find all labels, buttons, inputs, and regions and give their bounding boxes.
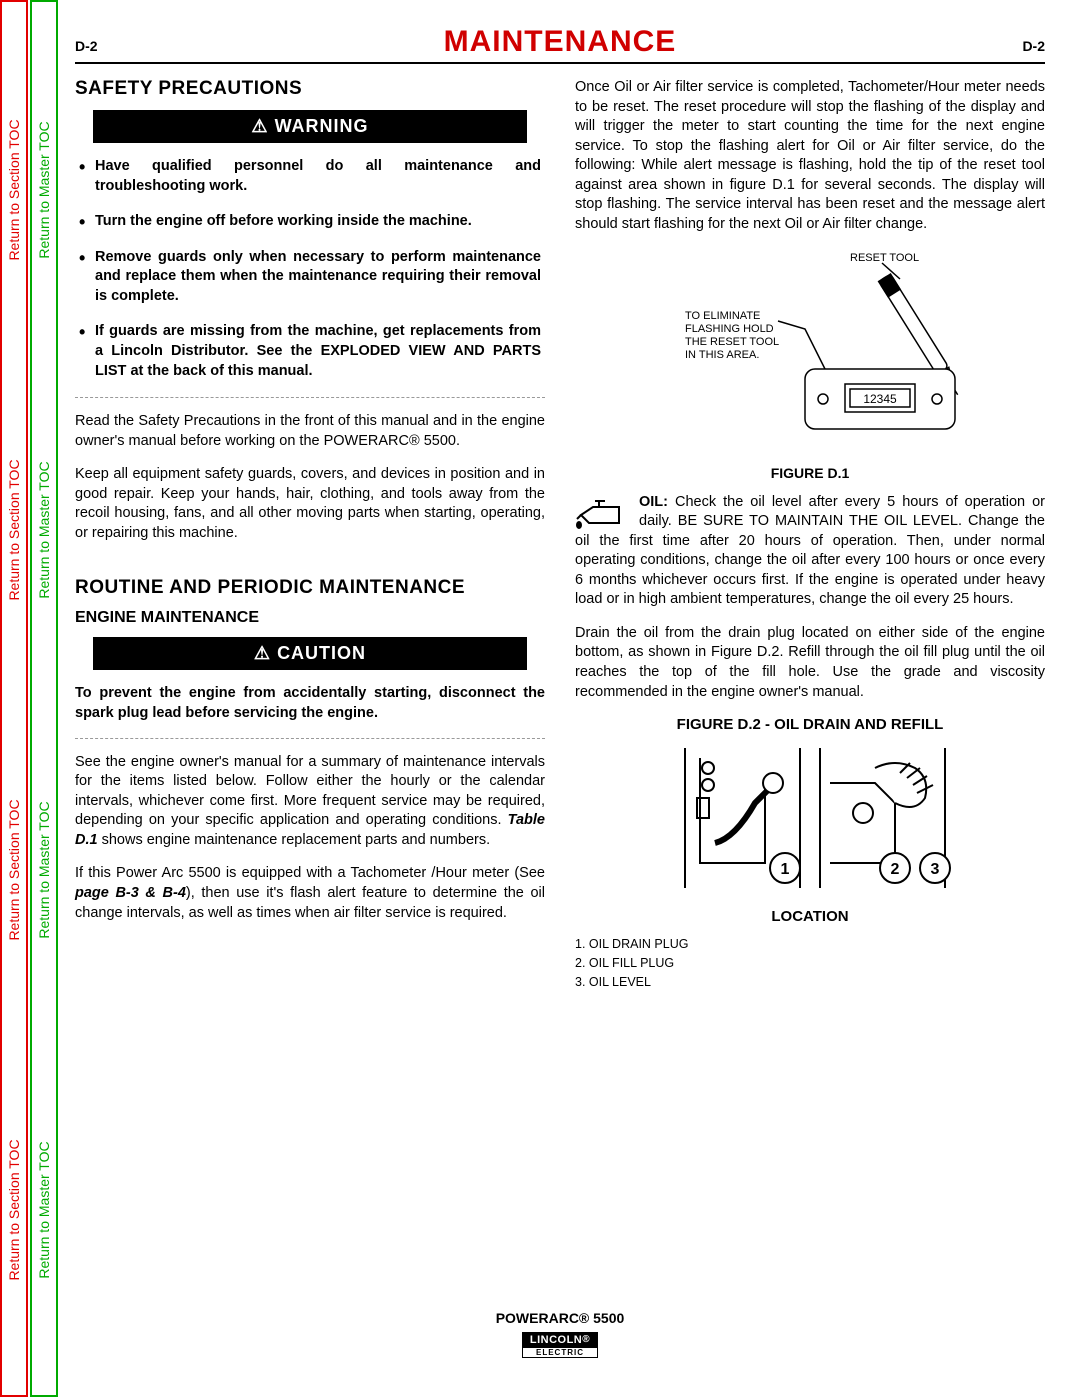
svg-text:3: 3 [931, 861, 940, 878]
list-item: If guards are missing from the machine, … [79, 322, 541, 381]
list-item: 2. OIL FILL PLUG [575, 954, 1045, 973]
oil-paragraph: OIL: Check the oil level after every 5 h… [575, 493, 1045, 610]
body-text: Keep all equipment safety guards, covers… [75, 465, 545, 543]
caution-banner: ⚠ CAUTION [93, 637, 527, 670]
body-text: Drain the oil from the drain plug locate… [575, 624, 1045, 702]
lincoln-logo: LINCOLN® ELECTRIC [522, 1330, 598, 1358]
routine-heading: ROUTINE AND PERIODIC MAINTENANCE [75, 577, 545, 599]
oil-label: OIL: [639, 494, 668, 510]
caution-label: CAUTION [277, 643, 366, 663]
section-toc-link[interactable]: Return to Section TOC [6, 799, 22, 940]
side-tabs: Return to Section TOC Return to Section … [0, 0, 58, 1397]
section-toc-tab-column: Return to Section TOC Return to Section … [0, 0, 28, 1397]
page-content: D-2 MAINTENANCE D-2 SAFETY PRECAUTIONS ⚠… [75, 25, 1045, 1372]
list-item: 3. OIL LEVEL [575, 973, 1045, 992]
body-text: If this Power Arc 5500 is equipped with … [75, 864, 545, 923]
caution-text: To prevent the engine from accidentally … [75, 684, 545, 723]
list-item: Remove guards only when necessary to per… [79, 248, 541, 307]
engine-heading: ENGINE MAINTENANCE [75, 609, 545, 627]
svg-text:1: 1 [781, 861, 790, 878]
left-column: SAFETY PRECAUTIONS ⚠ WARNING Have qualifi… [75, 78, 545, 991]
header-left: D-2 [75, 38, 98, 54]
product-name: POWERARC® 5500 [75, 1310, 1045, 1326]
figure-caption: FIGURE D.1 [575, 465, 1045, 481]
body-text: Once Oil or Air filter service is comple… [575, 78, 1045, 235]
master-toc-link[interactable]: Return to Master TOC [36, 461, 52, 598]
location-list: 1. OIL DRAIN PLUG 2. OIL FILL PLUG 3. OI… [575, 935, 1045, 991]
list-item: Have qualified personnel do all maintena… [79, 157, 541, 196]
header-right: D-2 [1022, 38, 1045, 54]
oil-can-icon [575, 495, 629, 529]
list-item: Turn the engine off before working insid… [79, 212, 541, 232]
page-header: D-2 MAINTENANCE D-2 [75, 25, 1045, 64]
master-toc-link[interactable]: Return to Master TOC [36, 1141, 52, 1278]
master-toc-link[interactable]: Return to Master TOC [36, 801, 52, 938]
figure-d2-title: FIGURE D.2 - OIL DRAIN AND REFILL [575, 716, 1045, 733]
svg-text:2: 2 [891, 861, 900, 878]
body-text: See the engine owner's manual for a summ… [75, 753, 545, 851]
warning-label: WARNING [275, 116, 369, 136]
warning-icon: ⚠ [254, 643, 271, 664]
master-toc-link[interactable]: Return to Master TOC [36, 121, 52, 258]
master-toc-tab-column: Return to Master TOC Return to Master TO… [30, 0, 58, 1397]
divider [75, 738, 545, 739]
safety-heading: SAFETY PRECAUTIONS [75, 78, 545, 100]
figure-d2: 1 2 3 [575, 743, 1045, 898]
fig-instruction: TO ELIMINATE FLASHING HOLD THE RESET TOO… [685, 310, 782, 361]
divider [75, 397, 545, 398]
svg-text:12345: 12345 [863, 392, 897, 406]
section-toc-link[interactable]: Return to Section TOC [6, 459, 22, 600]
section-toc-link[interactable]: Return to Section TOC [6, 119, 22, 260]
location-heading: LOCATION [575, 908, 1045, 925]
page-footer: POWERARC® 5500 LINCOLN® ELECTRIC [75, 1310, 1045, 1360]
body-text: Read the Safety Precautions in the front… [75, 412, 545, 451]
list-item: 1. OIL DRAIN PLUG [575, 935, 1045, 954]
warning-icon: ⚠ [251, 116, 268, 137]
warning-banner: ⚠ WARNING [93, 110, 527, 143]
right-column: Once Oil or Air filter service is comple… [575, 78, 1045, 991]
safety-bullets: Have qualified personnel do all maintena… [75, 157, 545, 381]
page-title: MAINTENANCE [98, 25, 1023, 59]
reset-tool-label: RESET TOOL [850, 252, 919, 264]
section-toc-link[interactable]: Return to Section TOC [6, 1139, 22, 1280]
figure-d1: RESET TOOL TO ELIMINATE FLASHING HOLD TH… [575, 249, 1045, 481]
